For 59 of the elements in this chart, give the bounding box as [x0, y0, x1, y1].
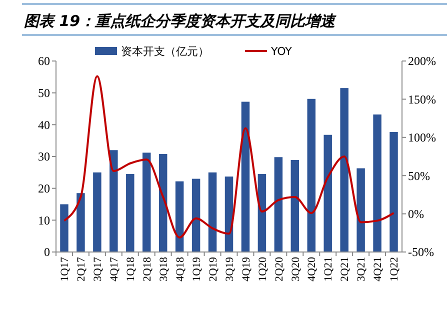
bar [158, 154, 168, 252]
y-tick-label: 10 [38, 213, 50, 228]
bar [340, 88, 348, 252]
x-tick-label: 1Q20 [256, 256, 269, 282]
x-tick-label: 4Q18 [174, 256, 186, 282]
x-tick-label: 2Q18 [141, 256, 154, 282]
y2-tick-label: 150% [408, 92, 436, 106]
x-tick-label: 1Q21 [322, 257, 335, 282]
bar [192, 178, 200, 252]
chart-title: 图表 19：重点纸企分季度资本开支及同比增速 [24, 12, 338, 30]
x-tick-label: 2Q21 [339, 257, 352, 282]
y-tick-label: 0 [44, 245, 50, 260]
y-tick-label: 60 [38, 54, 50, 68]
legend-label: 资本开支（亿元） [121, 44, 209, 58]
bar [110, 150, 118, 252]
bar [175, 181, 184, 252]
x-tick-label: 2Q17 [76, 256, 88, 282]
x-tick-label: 2Q19 [207, 256, 220, 282]
y2-tick-label: 50% [408, 168, 430, 183]
x-tick-label: 3Q17 [92, 256, 104, 282]
bar [126, 174, 134, 252]
bar [356, 168, 365, 252]
y-tick-label: 40 [38, 118, 50, 132]
y2-tick-label: 200% [408, 54, 436, 68]
x-tick-label: 4Q19 [240, 256, 252, 282]
x-tick-label: 1Q18 [124, 256, 137, 282]
x-tick-label: 3Q18 [158, 256, 170, 282]
bar [258, 174, 266, 252]
bar [93, 172, 102, 252]
bar [60, 204, 68, 252]
x-tick-label: 1Q19 [190, 256, 203, 282]
bar [241, 102, 250, 252]
bar [307, 98, 316, 252]
bar [208, 172, 217, 252]
y-tick-label: 30 [38, 150, 50, 164]
legend-label: YOY [270, 44, 292, 58]
x-tick-label: 2Q20 [273, 256, 286, 282]
x-tick-label: 3Q20 [290, 256, 302, 282]
y2-tick-label: 100% [408, 130, 436, 145]
x-tick-label: 3Q19 [224, 256, 236, 282]
bar [390, 132, 398, 252]
x-tick-label: 1Q17 [59, 256, 72, 282]
bar [373, 114, 382, 252]
y-tick-label: 50 [38, 86, 50, 100]
x-tick-label: 4Q20 [306, 256, 318, 282]
y2-tick-label: -50% [408, 245, 434, 260]
x-tick-label: 4Q17 [108, 256, 121, 282]
y2-tick-label: 0% [408, 207, 424, 221]
bar [290, 160, 300, 252]
y-tick-label: 20 [38, 182, 50, 196]
x-tick-label: 4Q21 [372, 257, 384, 282]
x-tick-label: 1Q22 [388, 257, 401, 282]
bar [142, 152, 151, 252]
bar [224, 176, 234, 252]
bar [324, 134, 332, 252]
bar [274, 157, 283, 252]
line-series [63, 75, 395, 238]
x-tick-label: 3Q21 [356, 257, 368, 282]
bar [76, 193, 85, 252]
